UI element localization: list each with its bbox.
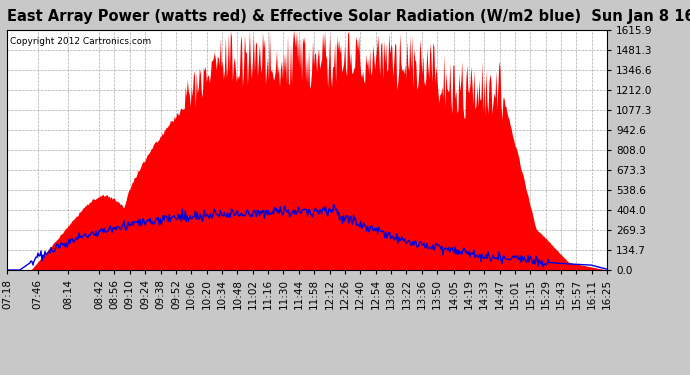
Text: East Array Power (watts red) & Effective Solar Radiation (W/m2 blue)  Sun Jan 8 : East Array Power (watts red) & Effective… xyxy=(7,9,690,24)
Text: Copyright 2012 Cartronics.com: Copyright 2012 Cartronics.com xyxy=(10,37,151,46)
